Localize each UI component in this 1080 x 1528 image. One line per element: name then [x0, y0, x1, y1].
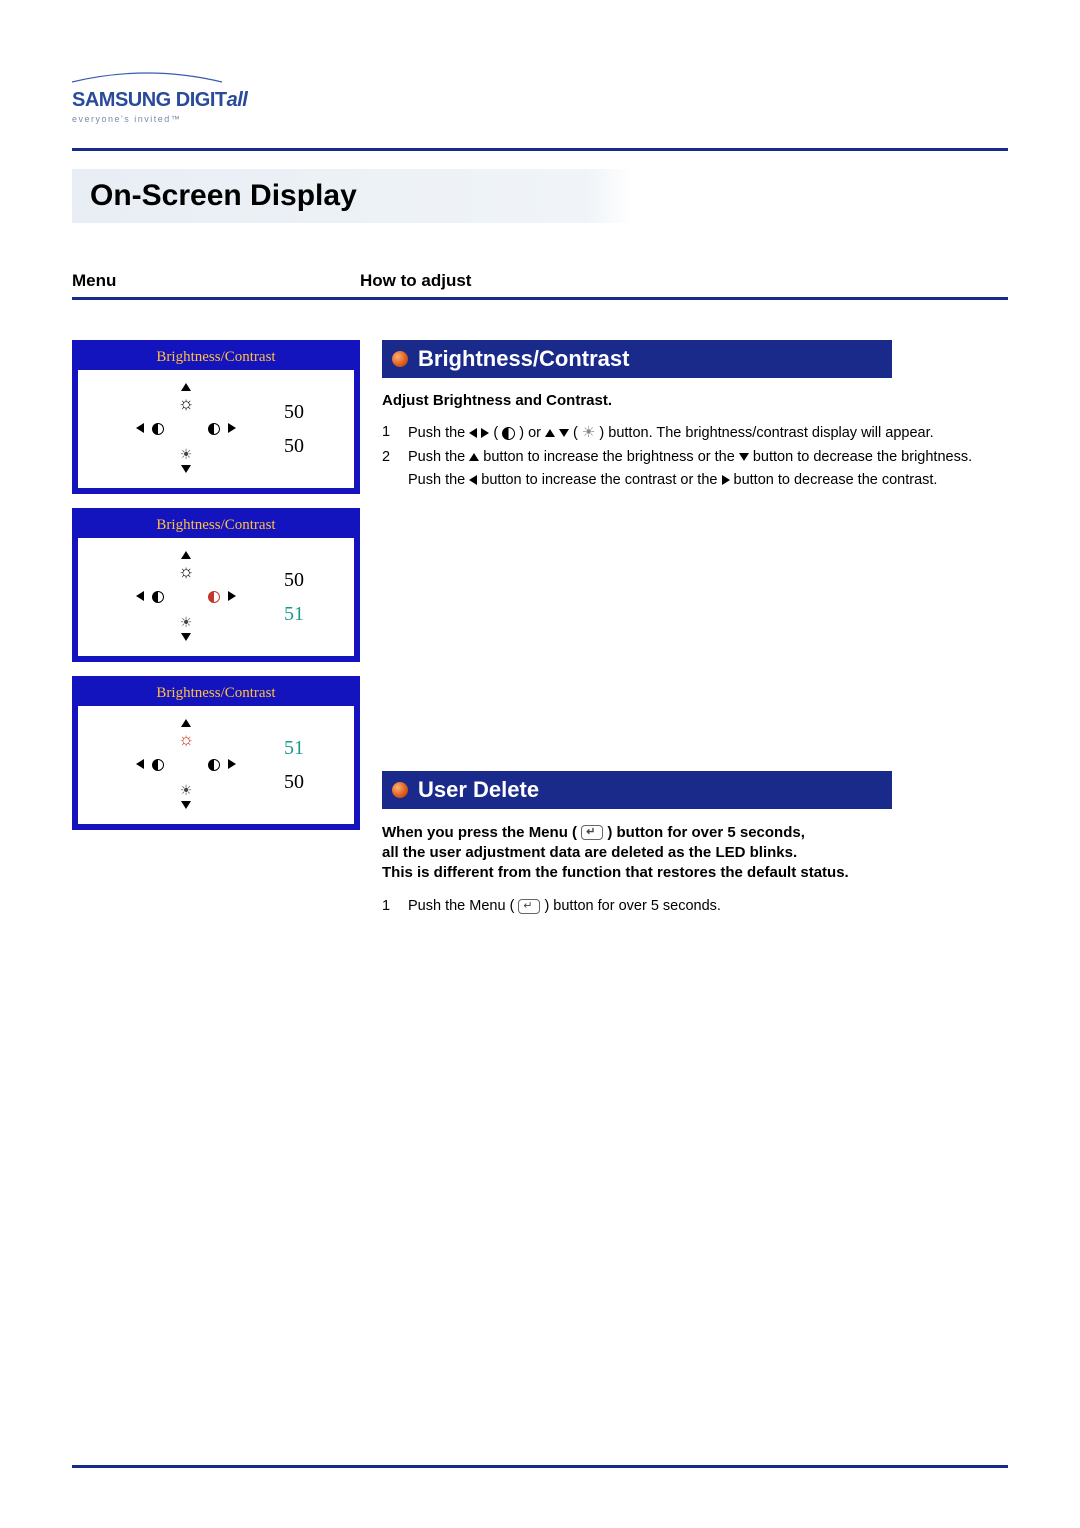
step-row: 2 Push the button to increase the bright…	[382, 448, 1008, 468]
contrast-icon	[152, 591, 164, 603]
osd-box: Brightness/Contrast ☼ ☀	[72, 676, 360, 830]
arrow-right-icon	[228, 591, 236, 601]
steps-list: 1 Push the ( ) or ( ☀ ) button. The brig…	[382, 423, 1008, 491]
brightness-icon: ☀	[582, 424, 595, 441]
step-text: Push the button to increase the brightne…	[408, 448, 1008, 468]
brightness-icon: ☼	[178, 393, 195, 414]
step-number: 1	[382, 897, 394, 917]
contrast-icon	[208, 423, 220, 435]
osd-value-top: 50	[284, 395, 344, 429]
contrast-icon	[208, 759, 220, 771]
contrast-icon	[152, 759, 164, 771]
arrow-left-icon	[136, 591, 144, 601]
arrow-up-icon	[469, 453, 479, 461]
step-number: 1	[382, 423, 394, 444]
section-header-user-delete: User Delete	[382, 771, 892, 809]
step-text: Push the Menu ( ) button for over 5 seco…	[408, 897, 1008, 917]
step-text: Push the ( ) or ( ☀ ) button. The bright…	[408, 423, 1008, 444]
page-title: On-Screen Display	[90, 179, 990, 213]
top-rule	[72, 148, 1008, 151]
arrow-right-icon	[481, 428, 489, 438]
brightness-small-icon: ☀	[180, 782, 193, 799]
osd-value-bottom: 50	[284, 765, 344, 799]
arrow-down-icon	[181, 465, 191, 473]
arrow-down-icon	[181, 801, 191, 809]
bullet-icon	[392, 351, 408, 367]
osd-title: Brightness/Contrast	[78, 346, 354, 370]
osd-value-top: 50	[284, 563, 344, 597]
contrast-icon	[502, 427, 515, 440]
bottom-rule	[72, 1465, 1008, 1468]
brightness-small-icon: ☀	[180, 614, 193, 631]
arrow-up-icon	[545, 429, 555, 437]
contrast-icon	[152, 423, 164, 435]
logo-prefix: SAMSUNG DIGIT	[72, 89, 227, 111]
step-row: 1 Push the Menu ( ) button for over 5 se…	[382, 897, 1008, 917]
arrow-up-icon	[181, 719, 191, 727]
bullet-icon	[392, 782, 408, 798]
logo: SAMSUNG DIGITall everyone's invited™	[72, 70, 1008, 124]
arrow-right-icon	[228, 759, 236, 769]
step-row: 1 Push the ( ) or ( ☀ ) button. The brig…	[382, 423, 1008, 444]
logo-brand: SAMSUNG DIGITall	[72, 89, 1008, 112]
brightness-icon: ☼	[178, 561, 195, 582]
step-continuation: Push the button to increase the contrast…	[382, 471, 1008, 491]
osd-box: Brightness/Contrast ☼ ☀	[72, 340, 360, 494]
menu-button-icon	[518, 899, 540, 914]
osd-title: Brightness/Contrast	[78, 682, 354, 706]
logo-tagline: everyone's invited™	[72, 114, 1008, 124]
menu-column: Brightness/Contrast ☼ ☀	[72, 340, 360, 921]
arrow-left-icon	[136, 759, 144, 769]
arrow-down-icon	[181, 633, 191, 641]
arrow-down-icon	[739, 453, 749, 461]
menu-button-icon	[581, 825, 603, 840]
arrow-left-icon	[136, 423, 144, 433]
contrast-active-icon	[208, 591, 220, 603]
arrow-left-icon	[469, 428, 477, 438]
arrow-up-icon	[181, 383, 191, 391]
arrow-right-icon	[722, 475, 730, 485]
logo-swoosh-icon	[72, 70, 222, 84]
col-header-menu: Menu	[72, 271, 360, 291]
logo-suffix: all	[227, 89, 248, 111]
user-delete-intro: When you press the Menu ( ) button for o…	[382, 823, 1008, 884]
section-subtitle: Adjust Brightness and Contrast.	[382, 392, 1008, 409]
osd-title: Brightness/Contrast	[78, 514, 354, 538]
arrow-down-icon	[559, 429, 569, 437]
osd-value-top: 51	[284, 731, 344, 765]
page-title-block: On-Screen Display	[72, 169, 1008, 223]
section-title: User Delete	[418, 777, 539, 803]
arrow-up-icon	[181, 551, 191, 559]
brightness-active-icon: ☼	[178, 729, 195, 750]
brightness-small-icon: ☀	[180, 446, 193, 463]
col-header-adjust: How to adjust	[360, 271, 471, 291]
section-title: Brightness/Contrast	[418, 346, 629, 372]
adjust-column: Brightness/Contrast Adjust Brightness an…	[382, 340, 1008, 921]
step-number: 2	[382, 448, 394, 468]
osd-value-bottom: 50	[284, 429, 344, 463]
steps-list: 1 Push the Menu ( ) button for over 5 se…	[382, 897, 1008, 917]
osd-value-bottom: 51	[284, 597, 344, 631]
osd-box: Brightness/Contrast ☼ ☀	[72, 508, 360, 662]
section-header-brightness: Brightness/Contrast	[382, 340, 892, 378]
arrow-right-icon	[228, 423, 236, 433]
column-headers: Menu How to adjust	[72, 271, 1008, 300]
